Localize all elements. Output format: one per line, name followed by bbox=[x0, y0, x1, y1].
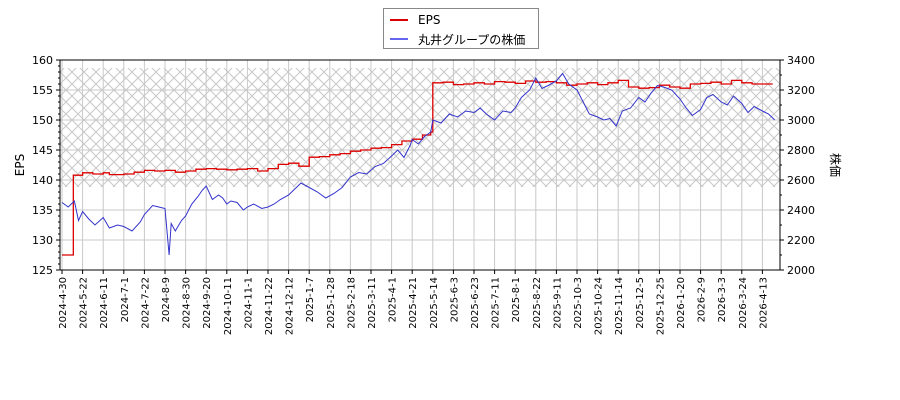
x-tick-label: 2025-10-3 bbox=[573, 277, 584, 329]
left-tick-label: 160 bbox=[32, 54, 53, 67]
x-tick-label: 2025-8-1 bbox=[511, 277, 522, 322]
legend-item-eps: EPS bbox=[390, 11, 440, 29]
x-tick-label: 2026-1-20 bbox=[676, 277, 687, 329]
legend: EPS 丸井グループの株価 bbox=[383, 8, 539, 49]
left-tick-label: 150 bbox=[32, 114, 53, 127]
x-tick-label: 2024-11-22 bbox=[264, 277, 275, 335]
x-tick-label: 2025-8-22 bbox=[532, 277, 543, 329]
x-tick-label: 2024-8-9 bbox=[161, 277, 172, 322]
x-tick-label: 2024-10-11 bbox=[223, 277, 234, 335]
hatched-band bbox=[60, 68, 780, 187]
x-tick-label: 2025-9-11 bbox=[552, 277, 563, 329]
gridlines bbox=[60, 60, 780, 270]
x-tick-label: 2026-3-24 bbox=[738, 277, 749, 329]
x-tick-label: 2026-4-13 bbox=[758, 277, 769, 329]
legend-label-stock-price: 丸井グループの株価 bbox=[418, 32, 526, 47]
left-tick-label: 135 bbox=[32, 204, 53, 217]
legend-swatch-stock-price bbox=[390, 38, 408, 40]
right-tick-label: 2800 bbox=[787, 144, 815, 157]
x-tick-label: 2025-1-28 bbox=[326, 277, 337, 329]
x-tick-label: 2025-1-7 bbox=[305, 277, 316, 322]
x-tick-label: 2025-4-21 bbox=[408, 277, 419, 329]
plot-area bbox=[59, 59, 781, 271]
stock-price-line bbox=[61, 72, 776, 256]
x-tick-label: 2026-3-3 bbox=[717, 277, 728, 322]
left-tick-label: 125 bbox=[32, 264, 53, 277]
x-tick-label: 2024-4-30 bbox=[58, 277, 69, 329]
x-tick-label: 2025-6-23 bbox=[470, 277, 481, 329]
right-tick-label: 2600 bbox=[787, 174, 815, 187]
legend-label-eps: EPS bbox=[418, 13, 441, 27]
left-tick-label: 140 bbox=[32, 174, 53, 187]
x-tick-label: 2024-5-22 bbox=[79, 277, 90, 329]
right-tick-label: 2200 bbox=[787, 234, 815, 247]
x-axis: 2024-4-30 2024-5-22 2024-6-11 2024-7-1 2024-… bbox=[58, 270, 769, 335]
x-tick-label: 2025-3-11 bbox=[367, 277, 378, 329]
x-tick-label: 2025-6-3 bbox=[449, 277, 460, 322]
x-tick-label: 2024-7-1 bbox=[120, 277, 131, 322]
x-tick-label: 2025-10-24 bbox=[594, 277, 605, 335]
left-tick-label: 130 bbox=[32, 234, 53, 247]
left-tick-label: 155 bbox=[32, 84, 53, 97]
right-tick-label: 3400 bbox=[787, 54, 815, 67]
x-tick-label: 2025-12-25 bbox=[655, 277, 666, 335]
x-tick-label: 2025-7-11 bbox=[491, 277, 502, 329]
x-tick-label: 2025-11-14 bbox=[614, 277, 625, 335]
legend-swatch-eps bbox=[390, 19, 408, 21]
right-tick-label: 2000 bbox=[787, 264, 815, 277]
x-tick-label: 2025-2-18 bbox=[346, 277, 357, 329]
x-tick-label: 2024-11-1 bbox=[243, 277, 254, 329]
right-tick-label: 2400 bbox=[787, 204, 815, 217]
left-axis-title: EPS bbox=[13, 154, 27, 176]
left-tick-label: 145 bbox=[32, 144, 53, 157]
x-tick-label: 2024-7-22 bbox=[140, 277, 151, 329]
eps-line bbox=[62, 79, 773, 256]
x-tick-label: 2024-12-12 bbox=[285, 277, 296, 335]
x-tick-label: 2025-5-14 bbox=[429, 277, 440, 329]
x-tick-label: 2025-4-1 bbox=[388, 277, 399, 322]
right-tick-label: 3000 bbox=[787, 114, 815, 127]
right-tick-label: 3200 bbox=[787, 84, 815, 97]
legend-item-stock-price: 丸井グループの株価 bbox=[390, 30, 525, 48]
right-axis-title: 株価 bbox=[828, 153, 843, 177]
x-tick-label: 2024-8-30 bbox=[182, 277, 193, 329]
left-y-axis: 125 130 135 140 145 150 155 160 bbox=[32, 54, 60, 277]
right-y-axis: 2000 2200 2400 2600 2800 3000 3200 3400 bbox=[780, 54, 815, 277]
x-tick-label: 2024-6-11 bbox=[99, 277, 110, 329]
x-tick-label: 2024-9-20 bbox=[202, 277, 213, 329]
x-tick-label: 2026-2-9 bbox=[697, 277, 708, 322]
x-tick-label: 2025-12-5 bbox=[635, 277, 646, 329]
